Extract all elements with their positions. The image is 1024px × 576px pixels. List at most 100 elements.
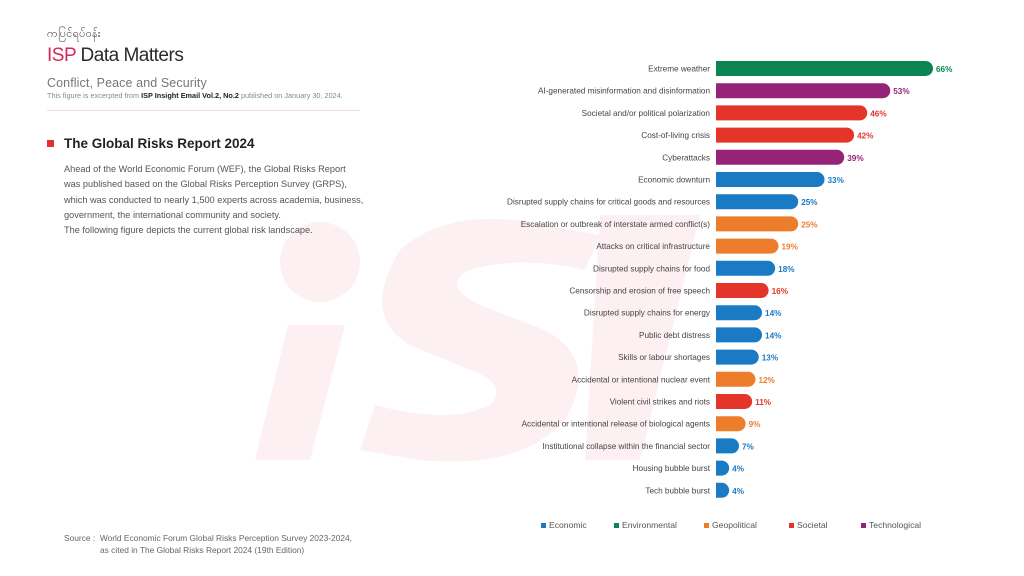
intro-line: which was conducted to nearly 1,500 expe… <box>64 194 364 205</box>
bar-cyberattacks <box>716 149 845 165</box>
value-label-societal-and-or-political-polarization: 46% <box>870 109 887 118</box>
category-label-housing-bubble-burst: Housing bubble burst <box>633 464 711 473</box>
category-label-attacks-on-critical-infrastructure: Attacks on critical infrastructure <box>596 242 710 251</box>
category-label-accidental-or-intentional-nuclear-event: Accidental or intentional nuclear event <box>572 375 711 384</box>
bar-economic-downturn <box>716 172 825 187</box>
value-label-accidental-or-intentional-release-of-biological-agents: 9% <box>749 420 762 429</box>
bar-disrupted-supply-chains-for-food <box>716 260 776 276</box>
legend-swatch-icon <box>789 522 794 528</box>
legend-swatch-icon <box>861 522 866 528</box>
intro-line: was published based on the Global Risks … <box>64 179 347 190</box>
legend-item-geopolitical: Geopolitical <box>704 520 757 530</box>
bullet-square-icon <box>47 140 54 147</box>
category-label-skills-or-labour-shortages: Skills or labour shortages <box>618 353 710 362</box>
category-label-cost-of-living-crisis: Cost-of-living crisis <box>641 131 710 140</box>
bar-cost-of-living-crisis <box>716 127 855 143</box>
value-label-cost-of-living-crisis: 42% <box>857 132 874 141</box>
value-label-economic-downturn: 33% <box>828 176 845 185</box>
legend-item-technological: Technological <box>861 520 921 530</box>
excerpt-suffix: published on January 30, 2024. <box>238 91 343 100</box>
category-label-institutional-collapse-within-the-financial-sector: Institutional collapse within the financ… <box>543 442 711 451</box>
value-label-extreme-weather: 66% <box>936 65 953 74</box>
value-label-censorship-and-erosion-of-free-speech: 16% <box>772 287 789 296</box>
source-line-1: World Economic Forum Global Risks Percep… <box>99 533 352 543</box>
myanmar-title: ကပြင်ရပ်ဝန်း <box>47 27 101 40</box>
category-label-accidental-or-intentional-release-of-biological-agents: Accidental or intentional release of bio… <box>522 420 710 429</box>
legend-item-environmental: Environmental <box>614 520 677 530</box>
category-label-cyberattacks: Cyberattacks <box>662 153 710 162</box>
category-label-extreme-weather: Extreme weather <box>648 65 710 74</box>
excerpt-publication-link: ISP Insight Email Vol.2, No.2 <box>141 91 239 100</box>
bar-extreme-weather <box>716 61 933 76</box>
legend-label: Technological <box>869 520 922 530</box>
value-label-disrupted-supply-chains-for-critical-goods-and-resources: 25% <box>801 198 818 207</box>
category-label-tech-bubble-burst: Tech bubble burst <box>645 486 710 495</box>
legend-label: Environmental <box>622 520 677 530</box>
report-title: The Global Risks Report 2024 <box>64 136 255 151</box>
intro-line: government, the international community … <box>64 209 281 220</box>
category-label-violent-civil-strikes-and-riots: Violent civil strikes and riots <box>610 398 710 407</box>
bar-tech-bubble-burst <box>716 482 730 498</box>
header-divider <box>47 110 360 111</box>
value-label-cyberattacks: 39% <box>847 154 864 163</box>
intro-line: Ahead of the World Economic Forum (WEF),… <box>64 164 346 174</box>
legend-swatch-icon <box>541 522 546 528</box>
value-label-ai-generated-misinformation-and-disinformation: 53% <box>893 87 910 96</box>
bar-institutional-collapse-within-the-financial-sector <box>716 438 740 454</box>
category-label-disrupted-supply-chains-for-food: Disrupted supply chains for food <box>593 264 710 273</box>
value-label-skills-or-labour-shortages: 13% <box>762 354 779 363</box>
bar-attacks-on-critical-infrastructure <box>716 238 779 254</box>
value-label-disrupted-supply-chains-for-food: 18% <box>778 265 795 274</box>
bar-societal-and-or-political-polarization <box>716 105 868 121</box>
value-label-violent-civil-strikes-and-riots: 11% <box>755 398 772 407</box>
intro-line: The following figure depicts the current… <box>64 225 313 236</box>
legend-swatch-icon <box>704 522 709 528</box>
bar-escalation-or-outbreak-of-interstate-armed-conflict-s <box>716 216 799 232</box>
category-label-disrupted-supply-chains-for-critical-goods-and-resources: Disrupted supply chains for critical goo… <box>507 198 710 207</box>
value-label-tech-bubble-burst: 4% <box>732 487 745 496</box>
category-label-ai-generated-misinformation-and-disinformation: AI-generated misinformation and disinfor… <box>538 87 710 96</box>
bar-censorship-and-erosion-of-free-speech <box>716 283 769 298</box>
category-label-public-debt-distress: Public debt distress <box>639 331 710 340</box>
category-label-escalation-or-outbreak-of-interstate-armed-conflict-s: Escalation or outbreak of interstate arm… <box>521 220 711 229</box>
bar-public-debt-distress <box>716 327 763 343</box>
value-label-escalation-or-outbreak-of-interstate-armed-conflict-s: 25% <box>801 220 818 229</box>
value-label-institutional-collapse-within-the-financial-sector: 7% <box>742 442 755 451</box>
category-label-economic-downturn: Economic downturn <box>638 176 710 185</box>
legend-label: Economic <box>549 520 587 530</box>
source-note: Source : World Economic Forum Global Ris… <box>64 532 352 556</box>
excerpt-prefix: This figure is excerpted from <box>47 91 142 100</box>
category-label-censorship-and-erosion-of-free-speech: Censorship and erosion of free speech <box>569 287 710 296</box>
value-label-disrupted-supply-chains-for-energy: 14% <box>765 309 782 318</box>
value-label-accidental-or-intentional-nuclear-event: 12% <box>758 376 775 385</box>
legend-item-societal: Societal <box>789 520 828 530</box>
bar-accidental-or-intentional-release-of-biological-agents <box>716 416 746 432</box>
value-label-attacks-on-critical-infrastructure: 19% <box>781 243 798 252</box>
bar-skills-or-labour-shortages <box>716 349 759 365</box>
source-label: Source : <box>64 533 96 543</box>
bar-disrupted-supply-chains-for-critical-goods-and-resources <box>716 194 799 210</box>
value-label-public-debt-distress: 14% <box>765 331 782 340</box>
bar-violent-civil-strikes-and-riots <box>716 394 753 409</box>
bar-disrupted-supply-chains-for-energy <box>716 305 763 321</box>
category-label-disrupted-supply-chains-for-energy: Disrupted supply chains for energy <box>584 309 711 318</box>
page-header: ကပြင်ရပ်ဝန်း ISP Data Matters Conflict, … <box>47 27 359 100</box>
brand-isp: ISP <box>47 45 76 66</box>
value-label-housing-bubble-burst: 4% <box>732 465 745 474</box>
legend-item-economic: Economic <box>541 520 587 530</box>
legend-swatch-icon <box>614 522 619 528</box>
category-label-societal-and-or-political-polarization: Societal and/or political polarization <box>582 109 711 118</box>
intro-paragraph: Ahead of the World Economic Forum (WEF),… <box>64 162 394 238</box>
bar-housing-bubble-burst <box>716 460 730 476</box>
brand-name: Data Matters <box>75 45 184 66</box>
bar-accidental-or-intentional-nuclear-event <box>716 371 756 387</box>
bar-ai-generated-misinformation-and-disinformation <box>716 83 891 99</box>
excerpt-note: This figure is excerpted from ISP Insigh… <box>47 91 359 100</box>
source-line-2: as cited in The Global Risks Report 2024… <box>100 545 305 555</box>
legend-label: Geopolitical <box>712 520 757 530</box>
section-title: Conflict, Peace and Security <box>47 76 207 90</box>
report-heading: The Global Risks Report 2024 <box>47 136 255 151</box>
global-risks-bar-chart: Extreme weather 66% AI-generated misinform… <box>507 61 953 498</box>
brand-logo: ISP Data Matters <box>47 45 359 67</box>
legend-label: Societal <box>797 520 828 530</box>
